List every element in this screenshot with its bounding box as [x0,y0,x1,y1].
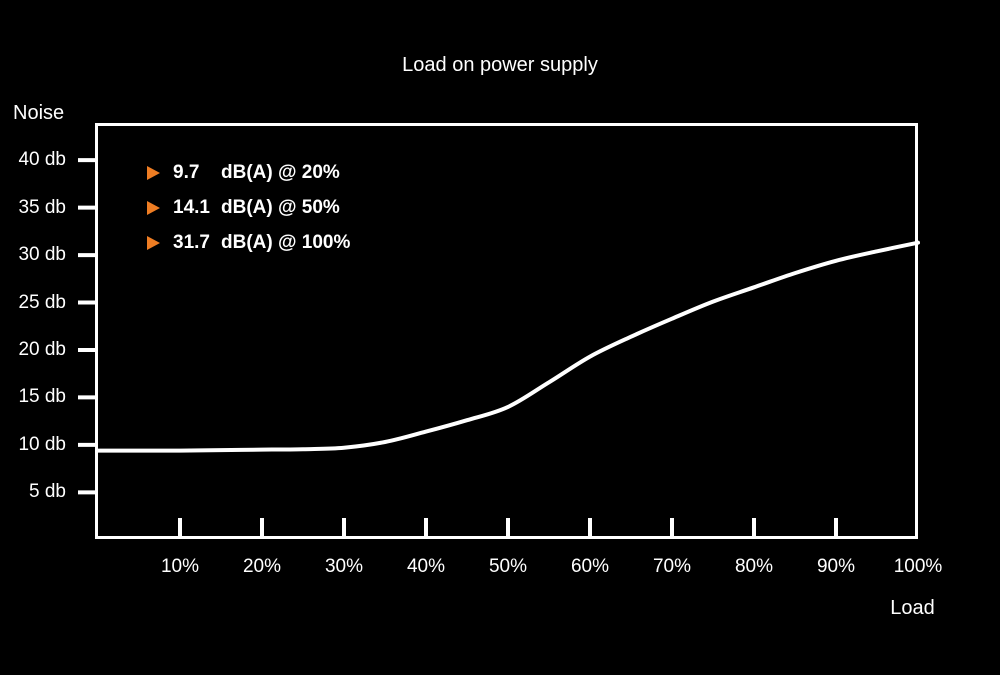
x-tick-label: 40% [406,556,446,577]
legend-value: 9.7 [173,162,200,183]
legend: 9.7 dB(A) @ 20% 14.1 dB(A) @ 50% 31.7 dB… [147,162,351,268]
x-axis-label: Load [890,597,935,619]
x-tick-label: 70% [652,556,692,577]
legend-value: 14.1 [173,197,210,218]
legend-label: dB(A) @ 100% [221,232,351,253]
y-tick-label: 20 db [18,338,66,360]
y-tick-label: 30 db [18,244,66,266]
chart-title: Load on power supply [402,54,598,76]
x-tick-label: 50% [488,556,528,577]
x-tick-label: 60% [570,556,610,577]
legend-label: dB(A) @ 50% [221,197,340,218]
x-tick-label: 100% [893,556,943,577]
y-tick-label: 5 db [29,481,66,503]
y-axis-label: Noise [13,102,65,124]
x-tick-label: 30% [324,556,364,577]
legend-item: 31.7 dB(A) @ 100% [147,232,351,253]
y-tick-label: 10 db [18,433,66,455]
legend-value: 31.7 [173,232,210,253]
x-tick-label: 20% [242,556,282,577]
legend-marker-icon [147,166,160,180]
y-tick-label: 35 db [18,196,66,218]
legend-item: 14.1 dB(A) @ 50% [147,197,350,218]
y-tick-label: 25 db [18,291,66,313]
legend-item: 9.7 dB(A) @ 20% [147,162,350,183]
legend-marker-icon [147,201,160,215]
x-tick-label: 80% [734,556,774,577]
legend-label: dB(A) @ 20% [221,162,340,183]
x-tick-label: 90% [816,556,856,577]
y-tick-label: 15 db [18,386,66,408]
x-tick-label: 10% [160,556,200,577]
y-tick-label: 40 db [18,149,66,171]
legend-marker-icon [147,236,160,250]
